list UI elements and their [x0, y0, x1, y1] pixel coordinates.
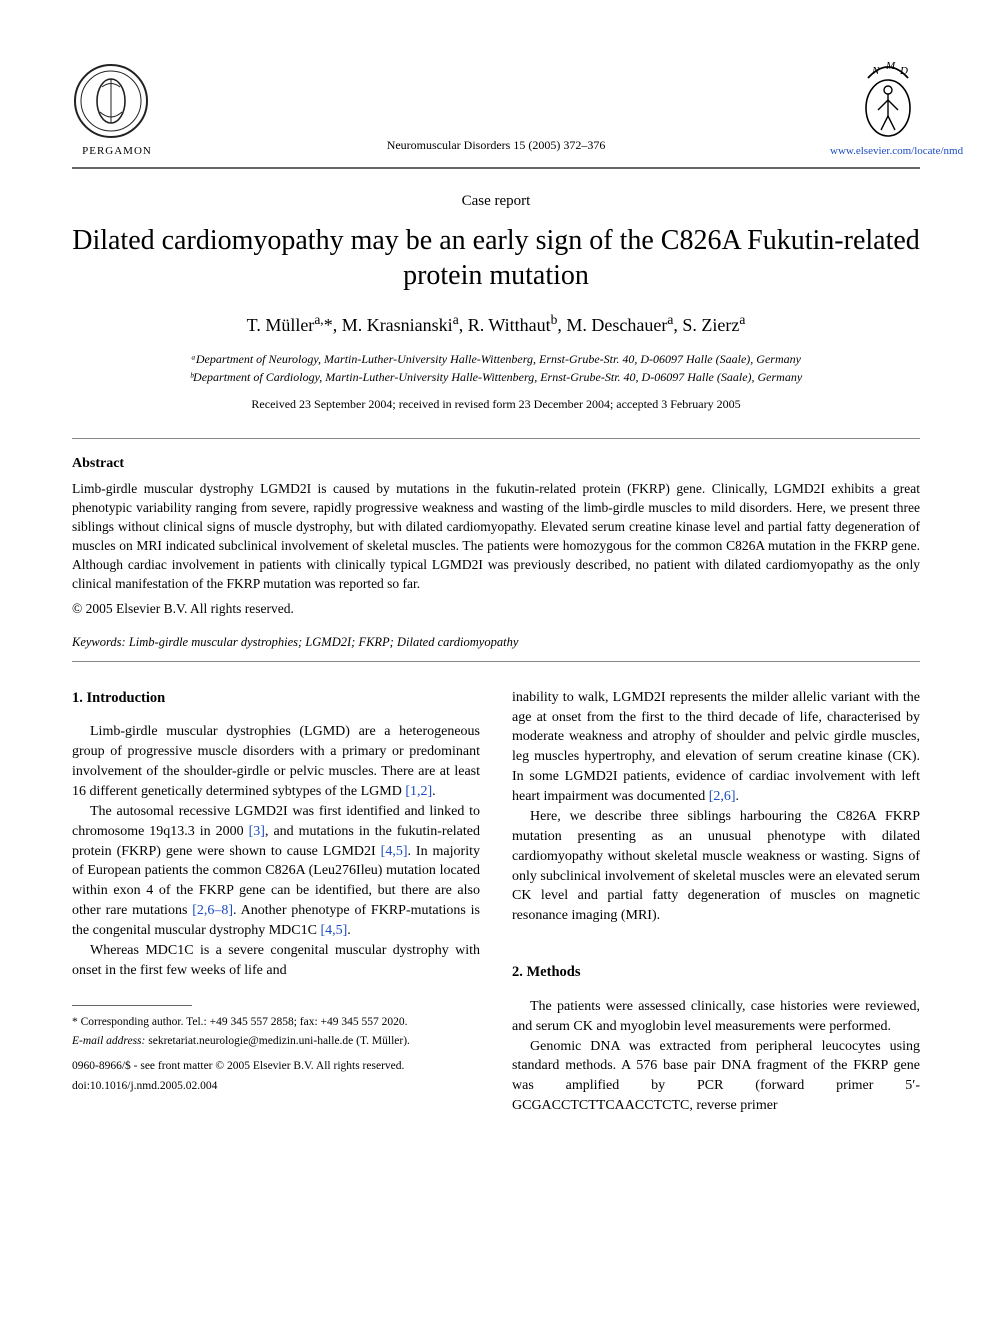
citation-link[interactable]: [2,6–8]: [192, 903, 233, 918]
abstract-heading: Abstract: [72, 455, 920, 474]
pergamon-icon: [72, 62, 150, 140]
article-title: Dilated cardiomyopathy may be an early s…: [72, 223, 920, 293]
keywords-label: Keywords:: [72, 635, 126, 649]
journal-reference: Neuromuscular Disorders 15 (2005) 372–37…: [162, 137, 830, 159]
nmd-icon: N M D: [856, 60, 920, 140]
citation-link[interactable]: [3]: [249, 824, 265, 839]
article-dates: Received 23 September 2004; received in …: [72, 396, 920, 412]
svg-text:D: D: [899, 65, 908, 77]
body-columns: 1. Introduction Limb-girdle muscular dys…: [72, 688, 920, 1116]
publisher-logo: PERGAMON: [72, 62, 162, 159]
footnote-block: * Corresponding author. Tel.: +49 345 55…: [72, 1014, 480, 1095]
intro-p2e: .: [347, 923, 351, 938]
col2-p1a: inability to walk, LGMD2I represents the…: [512, 690, 920, 804]
citation-link[interactable]: [2,6]: [709, 789, 736, 804]
right-column: inability to walk, LGMD2I represents the…: [512, 688, 920, 1116]
email-label: E-mail address:: [72, 1035, 145, 1047]
keywords-line: Keywords: Limb-girdle muscular dystrophi…: [72, 634, 920, 651]
intro-p1-end: .: [432, 784, 436, 799]
page-header: PERGAMON Neuromuscular Disorders 15 (200…: [72, 60, 920, 159]
svg-text:N: N: [871, 65, 880, 77]
col2-p1b: .: [736, 789, 740, 804]
header-rule: [72, 167, 920, 169]
issn-line: 0960-8966/$ - see front matter © 2005 El…: [72, 1058, 480, 1075]
footnote-rule: [72, 1005, 192, 1006]
citation-link[interactable]: [1,2]: [405, 784, 432, 799]
col2-para-1: inability to walk, LGMD2I represents the…: [512, 688, 920, 807]
author-list: T. Müllera,*, M. Krasnianskia, R. Wittha…: [72, 311, 920, 337]
svg-text:M: M: [885, 60, 896, 72]
journal-logo-block: N M D www.elsevier.com/locate/nmd: [830, 60, 920, 159]
section-spacer: [512, 926, 920, 962]
methods-para-1: The patients were assessed clinically, c…: [512, 997, 920, 1037]
affiliation-a: ᵃDepartment of Neurology, Martin-Luther-…: [72, 351, 920, 368]
methods-para-2: Genomic DNA was extracted from periphera…: [512, 1037, 920, 1117]
citation-link[interactable]: [4,5]: [381, 844, 408, 859]
corresponding-author: * Corresponding author. Tel.: +49 345 55…: [72, 1014, 480, 1031]
intro-heading: 1. Introduction: [72, 688, 480, 709]
left-column: 1. Introduction Limb-girdle muscular dys…: [72, 688, 480, 1116]
intro-para-2: The autosomal recessive LGMD2I was first…: [72, 802, 480, 941]
intro-para-1: Limb-girdle muscular dystrophies (LGMD) …: [72, 722, 480, 802]
methods-heading: 2. Methods: [512, 962, 920, 983]
keywords-text: Limb-girdle muscular dystrophies; LGMD2I…: [126, 635, 519, 649]
doi-line: doi:10.1016/j.nmd.2005.02.004: [72, 1078, 480, 1095]
abstract-copyright: © 2005 Elsevier B.V. All rights reserved…: [72, 600, 920, 618]
publisher-label: PERGAMON: [72, 144, 162, 159]
abstract-top-rule: [72, 438, 920, 439]
abstract-body: Limb-girdle muscular dystrophy LGMD2I is…: [72, 480, 920, 593]
email-line: E-mail address: sekretariat.neurologie@m…: [72, 1033, 480, 1050]
intro-para-3: Whereas MDC1C is a severe congenital mus…: [72, 941, 480, 981]
abstract-bottom-rule: [72, 661, 920, 662]
email-address: sekretariat.neurologie@medizin.uni-halle…: [145, 1035, 410, 1047]
article-type: Case report: [72, 191, 920, 211]
journal-link[interactable]: www.elsevier.com/locate/nmd: [830, 144, 920, 159]
affiliation-b: ᵇDepartment of Cardiology, Martin-Luther…: [72, 369, 920, 386]
citation-link[interactable]: [4,5]: [320, 923, 347, 938]
affiliations: ᵃDepartment of Neurology, Martin-Luther-…: [72, 351, 920, 386]
col2-para-2: Here, we describe three siblings harbour…: [512, 807, 920, 926]
